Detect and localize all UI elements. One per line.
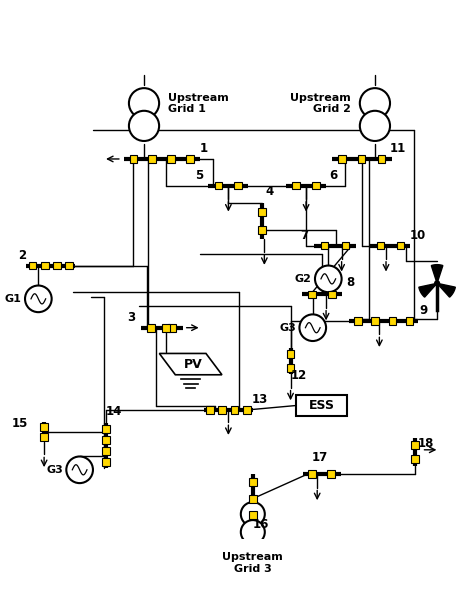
Polygon shape <box>411 455 419 463</box>
Polygon shape <box>431 265 443 284</box>
Circle shape <box>360 88 390 119</box>
Text: G1: G1 <box>5 294 21 304</box>
Polygon shape <box>40 433 48 441</box>
Polygon shape <box>102 425 110 433</box>
Polygon shape <box>65 262 73 269</box>
Polygon shape <box>411 441 419 448</box>
Circle shape <box>241 520 265 544</box>
Polygon shape <box>342 242 349 249</box>
Polygon shape <box>102 436 110 444</box>
Polygon shape <box>292 181 300 189</box>
Text: 2: 2 <box>18 249 26 262</box>
Polygon shape <box>406 317 413 325</box>
Polygon shape <box>249 478 257 486</box>
Text: G2: G2 <box>294 274 311 284</box>
Polygon shape <box>53 262 61 269</box>
Polygon shape <box>168 324 176 332</box>
Polygon shape <box>354 317 362 325</box>
Polygon shape <box>249 495 257 502</box>
Polygon shape <box>231 406 238 414</box>
Polygon shape <box>308 470 316 478</box>
Polygon shape <box>287 364 294 371</box>
Polygon shape <box>320 242 328 249</box>
Polygon shape <box>206 406 214 414</box>
Polygon shape <box>308 290 316 298</box>
Text: 9: 9 <box>419 304 428 318</box>
Text: 17: 17 <box>311 452 328 464</box>
Polygon shape <box>287 351 294 358</box>
Polygon shape <box>102 447 110 455</box>
Text: 11: 11 <box>390 142 406 155</box>
Text: 16: 16 <box>253 518 269 530</box>
Text: ESS: ESS <box>309 399 335 412</box>
Polygon shape <box>258 208 265 216</box>
Polygon shape <box>102 458 110 466</box>
Circle shape <box>241 502 265 526</box>
Polygon shape <box>219 406 226 414</box>
Text: 8: 8 <box>346 276 355 289</box>
Polygon shape <box>243 406 251 414</box>
Polygon shape <box>249 511 257 519</box>
Polygon shape <box>389 317 396 325</box>
Text: G3: G3 <box>279 323 296 333</box>
Text: 6: 6 <box>329 169 338 182</box>
Polygon shape <box>328 290 336 298</box>
Text: 15: 15 <box>11 417 28 430</box>
Polygon shape <box>338 155 346 163</box>
Circle shape <box>360 111 390 141</box>
Polygon shape <box>148 155 156 163</box>
Text: 7: 7 <box>301 229 309 242</box>
Text: 10: 10 <box>410 229 426 242</box>
Circle shape <box>434 280 440 287</box>
Circle shape <box>129 111 159 141</box>
Polygon shape <box>159 353 222 375</box>
Polygon shape <box>186 155 194 163</box>
Text: PV: PV <box>183 357 202 371</box>
Polygon shape <box>258 226 265 234</box>
Polygon shape <box>167 155 175 163</box>
Text: Upstream
Grid 1: Upstream Grid 1 <box>168 93 229 114</box>
Polygon shape <box>419 284 437 297</box>
Text: 13: 13 <box>251 393 268 406</box>
Polygon shape <box>376 242 384 249</box>
Polygon shape <box>371 317 379 325</box>
Polygon shape <box>28 262 36 269</box>
Text: 4: 4 <box>265 185 274 198</box>
Polygon shape <box>41 262 48 269</box>
Text: 18: 18 <box>418 437 434 450</box>
Text: 1: 1 <box>200 142 208 155</box>
Polygon shape <box>437 284 456 297</box>
FancyBboxPatch shape <box>296 395 347 416</box>
Circle shape <box>129 88 159 119</box>
Polygon shape <box>40 423 48 431</box>
Polygon shape <box>215 181 222 189</box>
Circle shape <box>315 266 342 292</box>
Text: 12: 12 <box>291 369 307 382</box>
Text: 5: 5 <box>195 169 204 182</box>
Polygon shape <box>397 242 404 249</box>
Polygon shape <box>327 470 335 478</box>
Text: Upstream
Grid 3: Upstream Grid 3 <box>222 552 283 574</box>
Polygon shape <box>162 324 170 332</box>
Text: 14: 14 <box>106 405 122 418</box>
Polygon shape <box>235 181 242 189</box>
Text: Upstream
Grid 2: Upstream Grid 2 <box>290 93 350 114</box>
Text: 3: 3 <box>128 311 136 324</box>
Polygon shape <box>378 155 385 163</box>
Circle shape <box>66 456 93 483</box>
Polygon shape <box>147 324 155 332</box>
Circle shape <box>25 285 52 312</box>
Polygon shape <box>129 155 137 163</box>
Text: G3: G3 <box>46 465 63 475</box>
Polygon shape <box>312 181 320 189</box>
Polygon shape <box>358 155 365 163</box>
Circle shape <box>300 315 326 341</box>
